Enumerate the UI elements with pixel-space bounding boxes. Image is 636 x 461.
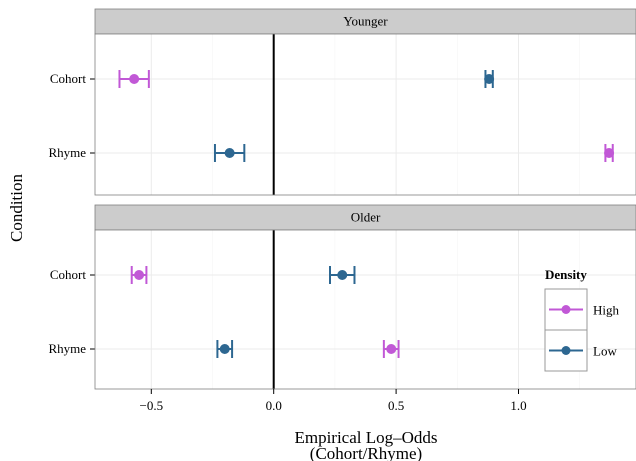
data-point-high	[604, 144, 615, 162]
y-tick-label: Cohort	[50, 71, 87, 86]
legend-swatch-point	[561, 346, 571, 355]
point-marker	[224, 148, 235, 158]
legend-label: High	[593, 303, 620, 318]
data-point-low	[484, 70, 495, 88]
data-point-high	[382, 340, 400, 358]
panel-older: Older Cohort Rhyme	[48, 204, 636, 390]
panel-strip	[94, 204, 636, 231]
x-tick-label: 0.0	[266, 398, 282, 413]
data-point-low	[213, 144, 246, 162]
panel-strip	[94, 8, 636, 35]
legend: Density High Low	[544, 267, 620, 372]
point-marker	[604, 148, 615, 158]
legend-title: Density	[545, 267, 587, 282]
panel-border	[94, 33, 636, 196]
x-axis-label-line2: (Cohort/Rhyme)	[310, 444, 422, 461]
panel-strip-label: Older	[351, 210, 381, 225]
data-point-high	[118, 70, 150, 88]
point-marker	[484, 74, 495, 84]
y-tick-label: Rhyme	[48, 341, 86, 356]
y-axis-label: Condition	[7, 173, 26, 242]
point-marker	[129, 74, 140, 84]
point-marker	[134, 270, 145, 280]
panel-border	[94, 229, 636, 390]
panel-strip-label: Younger	[343, 14, 388, 29]
x-axis: −0.5 0.0 0.5 1.0	[140, 389, 527, 413]
y-tick-label: Cohort	[50, 267, 87, 282]
data-point-high	[130, 266, 148, 284]
data-point-low	[329, 266, 356, 284]
x-tick-label: −0.5	[140, 398, 164, 413]
legend-label: Low	[593, 344, 617, 359]
x-tick-label: 0.5	[388, 398, 404, 413]
point-marker	[386, 344, 397, 354]
point-marker	[337, 270, 348, 280]
panel-younger: Younger Cohort Rhyme	[48, 8, 636, 196]
panels: Younger Cohort Rhyme Older Cohort Rhyme	[48, 8, 636, 390]
plot-background	[95, 34, 636, 195]
x-axis-label-line1: Empirical Log–Odds	[294, 428, 437, 447]
data-point-low	[216, 340, 234, 358]
point-marker	[219, 344, 230, 354]
x-tick-label: 1.0	[510, 398, 526, 413]
y-tick-label: Rhyme	[48, 145, 86, 160]
legend-swatch-point	[561, 305, 571, 314]
